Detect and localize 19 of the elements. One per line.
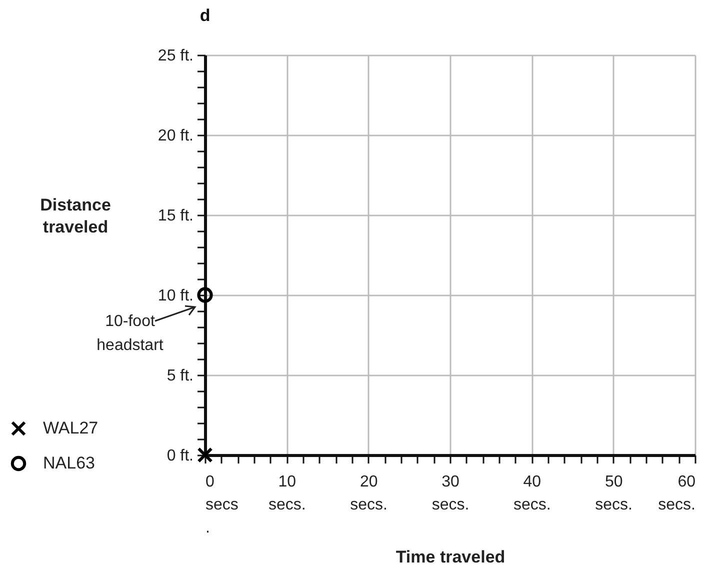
x-axis-title: Time traveled (396, 548, 506, 566)
x-tick-label: 60 secs. (658, 474, 696, 514)
x-tick-label: 0 secs . (206, 474, 238, 536)
annotation: 10-foot headstart (96, 313, 164, 354)
text: d (200, 6, 210, 25)
x-tick-label: 50 secs. (595, 474, 633, 514)
x-tick-label: 30 secs. (432, 474, 470, 514)
y-tick-label: 25 ft. (158, 48, 194, 64)
y-tick-label: 20 ft. (158, 128, 194, 144)
legend-label: WAL27 (43, 418, 98, 438)
x-tick-label: 40 secs. (513, 474, 551, 514)
x-tick-label: 10 secs. (268, 474, 306, 514)
y-tick-label: 10 ft. (158, 288, 194, 304)
y-axis-title: Distance traveled (40, 196, 111, 236)
y-tick-label: 15 ft. (158, 208, 194, 224)
y-tick-label: 5 ft. (166, 368, 194, 384)
x-tick-label: 20 secs. (350, 474, 388, 514)
y-tick-label: 0 ft. (166, 448, 194, 464)
legend-label: NAL63 (43, 454, 95, 472)
